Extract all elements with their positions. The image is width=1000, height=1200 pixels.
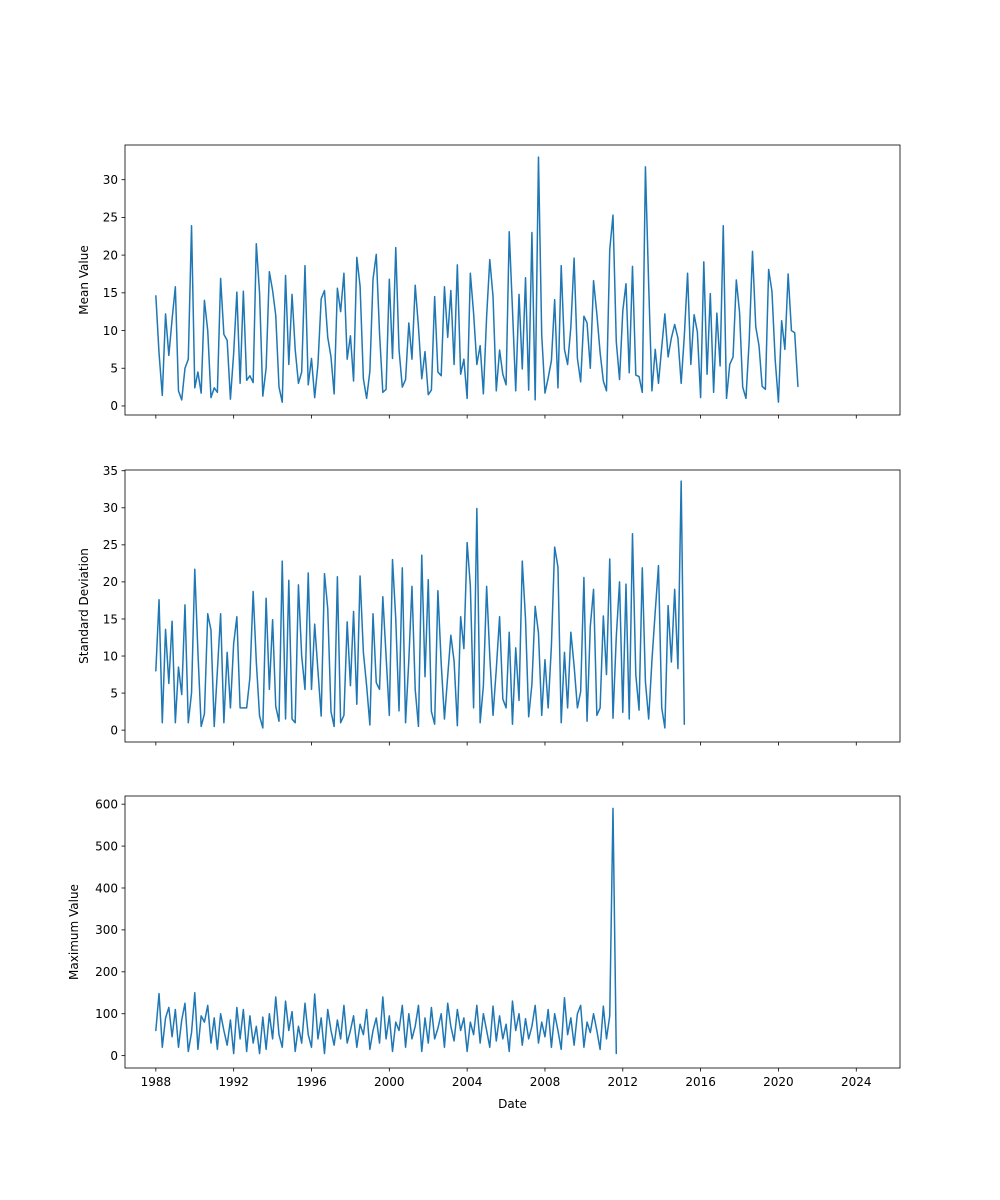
standard-deviation-ytick-label: 0 (110, 723, 118, 737)
maximum-value-subplot: 0 100 200 300 400 500 600 1988 1992 1996 2000 2004 2… (67, 795, 901, 1111)
maximum-value-ytick-label: 400 (95, 881, 118, 895)
maximum-value-ytick-label: 300 (95, 923, 118, 937)
xtick-label: 2020 (763, 1075, 794, 1089)
maximum-value-ytick-label: 200 (95, 965, 118, 979)
xlabel: Date (498, 1097, 527, 1111)
maximum-value-ytick-label: 100 (95, 1007, 118, 1021)
xtick-label: 2004 (452, 1075, 483, 1089)
standard-deviation-ytick-label: 30 (103, 501, 118, 515)
standard-deviation-subplot: 0 5 10 15 20 25 30 35 Standard Deviation (77, 464, 901, 746)
maximum-value-ytick-label: 0 (110, 1049, 118, 1063)
standard-deviation-axes-frame (124, 469, 901, 743)
mean-value-ytick-label: 30 (103, 173, 118, 187)
maximum-value-ytick-label: 600 (95, 797, 118, 811)
maximum-value-ylabel: Maximum Value (67, 884, 81, 980)
mean-value-ytick-label: 10 (103, 324, 118, 338)
mean-value-ytick-label: 25 (103, 211, 118, 225)
xtick-label: 2012 (608, 1075, 639, 1089)
xtick-label: 2000 (374, 1075, 405, 1089)
maximum-value-series-line (155, 807, 618, 1055)
xtick-label: 2008 (530, 1075, 561, 1089)
xtick-label: 1988 (141, 1075, 172, 1089)
standard-deviation-ytick-label: 35 (103, 464, 118, 478)
mean-value-ytick-label: 20 (103, 248, 118, 262)
mean-value-ytick-label: 15 (103, 286, 118, 300)
xtick-label: 2024 (841, 1075, 872, 1089)
standard-deviation-ytick-label: 25 (103, 538, 118, 552)
maximum-value-ytick-label: 500 (95, 839, 118, 853)
mean-value-subplot: 0 5 10 15 20 25 30 Mean Value (77, 144, 901, 419)
xtick-label: 1992 (218, 1075, 249, 1089)
xtick-label: 2016 (685, 1075, 716, 1089)
standard-deviation-series-line (155, 480, 686, 729)
maximum-value-axes-frame (124, 795, 901, 1069)
mean-value-ytick-label: 0 (110, 399, 118, 413)
mean-value-ylabel: Mean Value (77, 245, 91, 314)
standard-deviation-ytick-label: 5 (110, 686, 118, 700)
standard-deviation-ytick-label: 20 (103, 575, 118, 589)
mean-value-ytick-label: 5 (110, 362, 118, 376)
mean-value-series-line (155, 156, 799, 403)
xtick-label: 1996 (296, 1075, 327, 1089)
standard-deviation-ytick-label: 10 (103, 649, 118, 663)
standard-deviation-ylabel: Standard Deviation (77, 548, 91, 664)
mean-value-axes-frame (124, 144, 901, 416)
standard-deviation-ytick-label: 15 (103, 612, 118, 626)
